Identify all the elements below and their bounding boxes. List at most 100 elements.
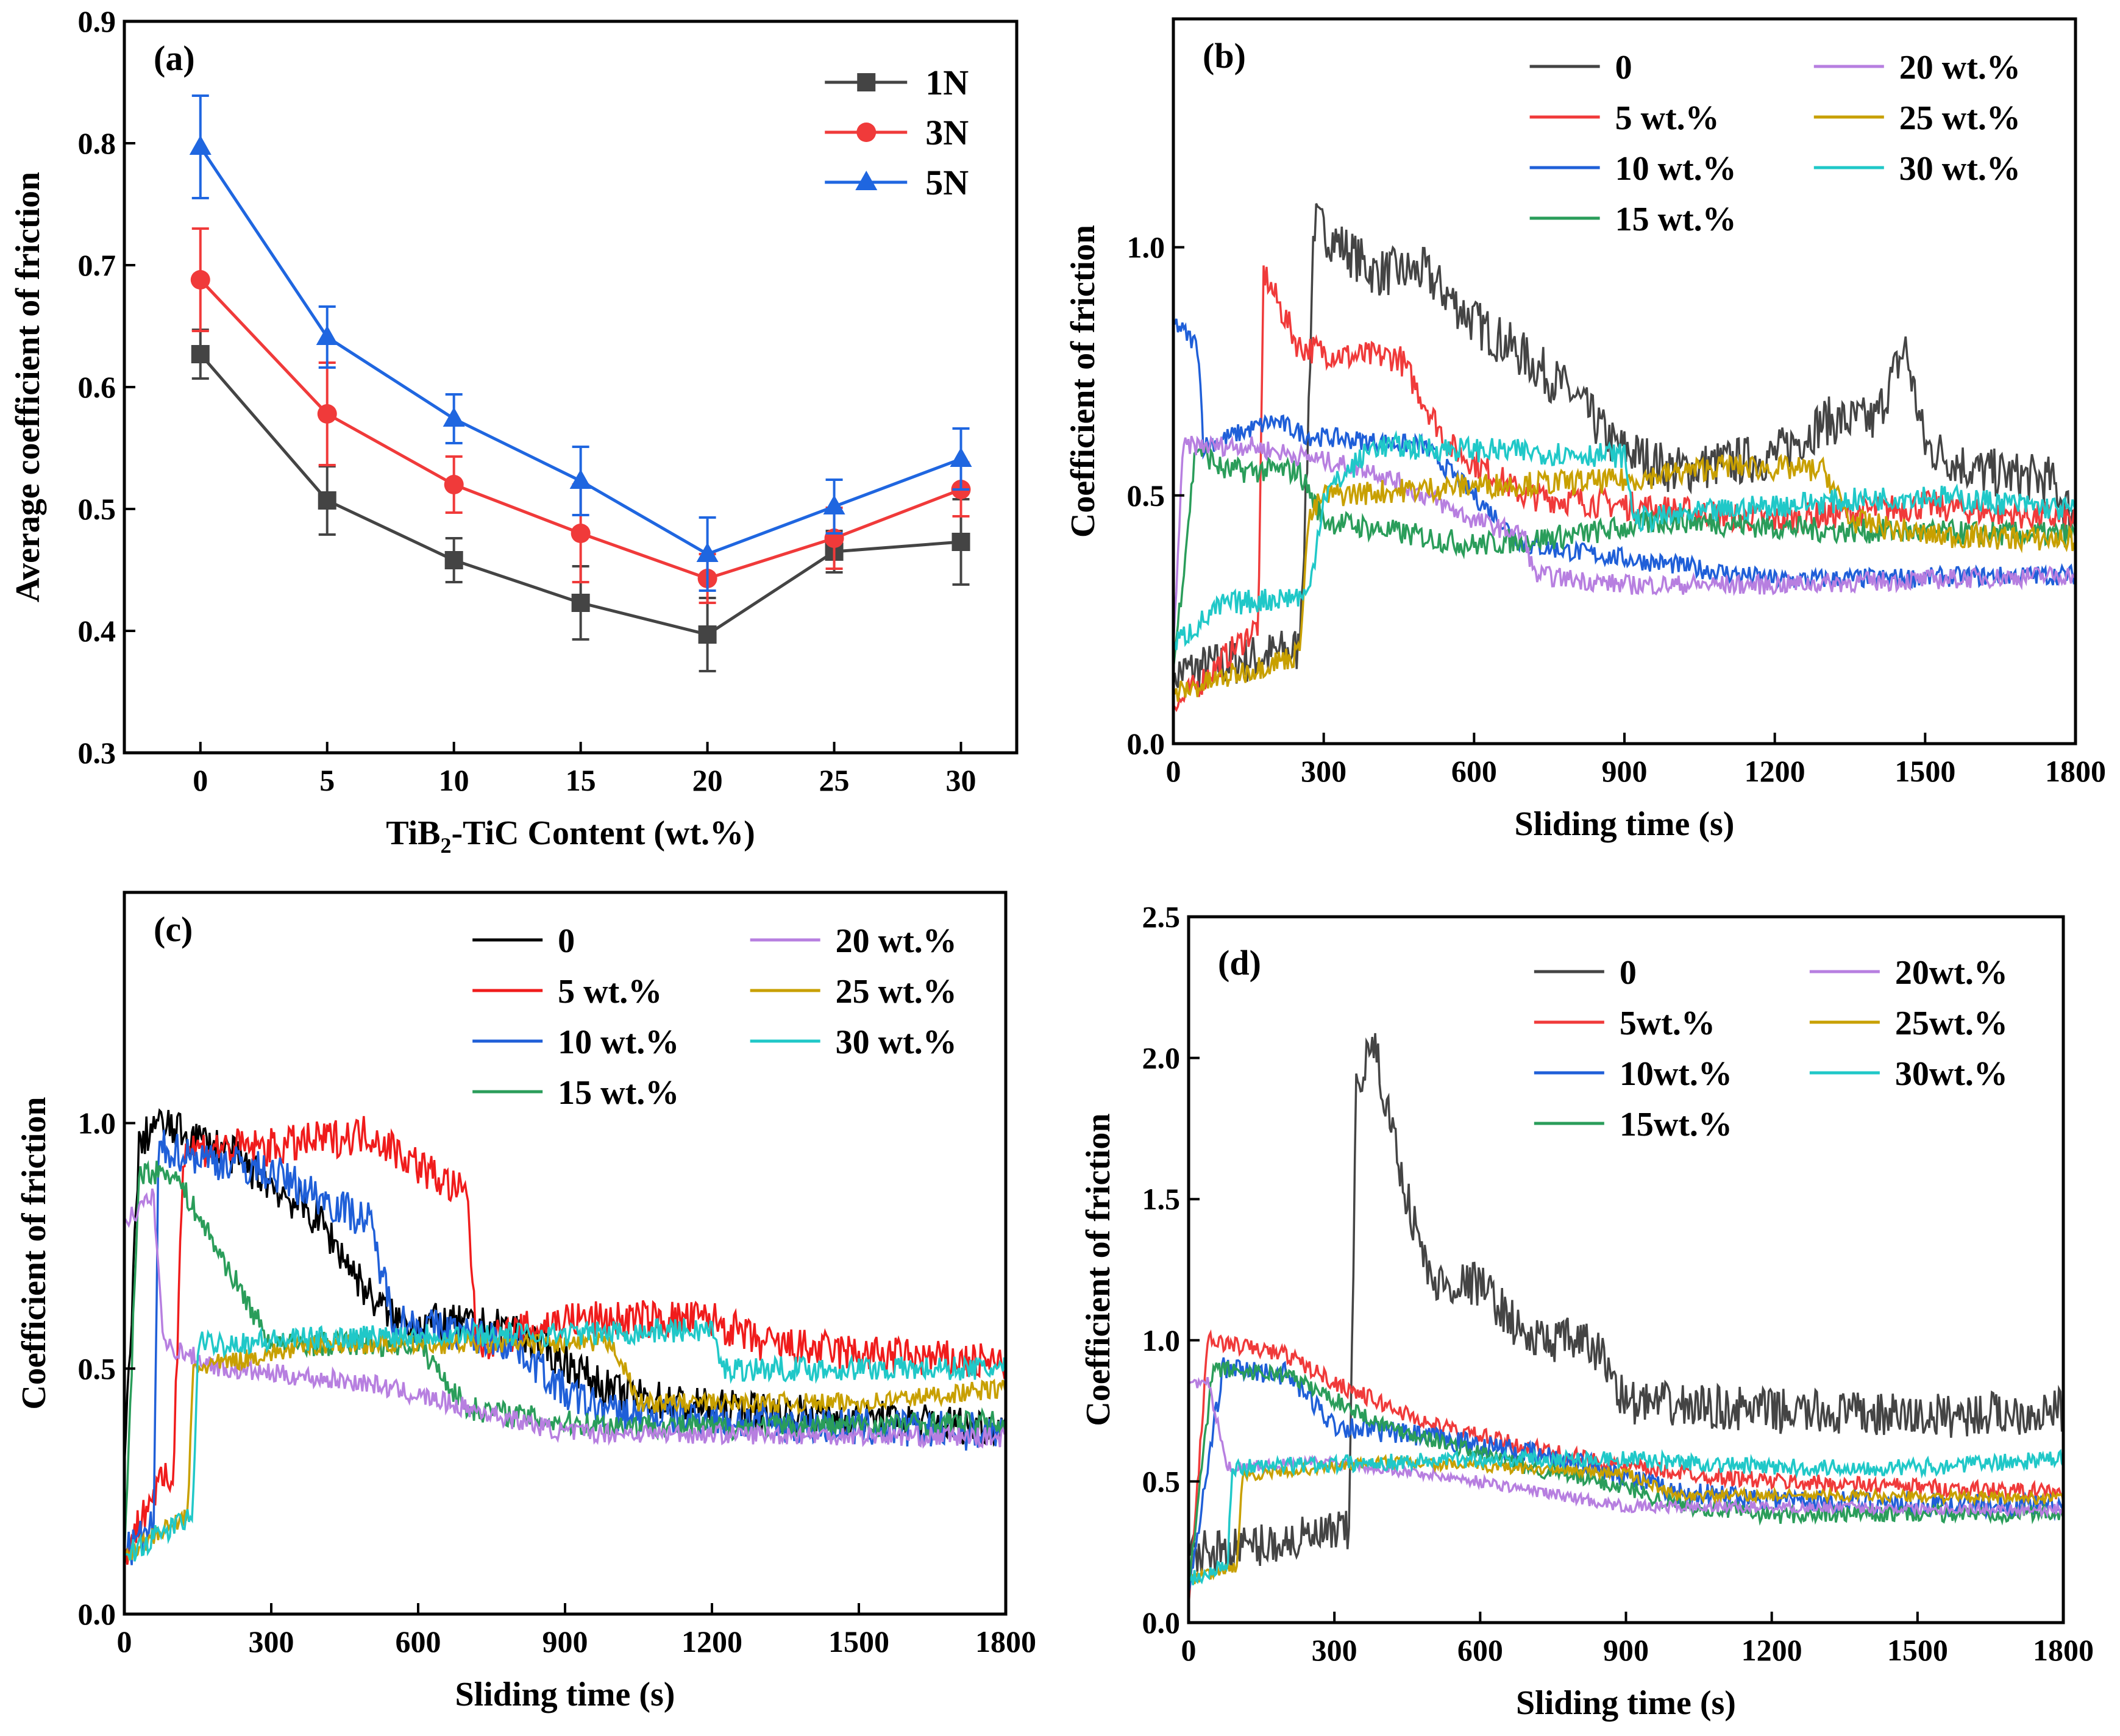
- triangle-marker: [316, 326, 338, 345]
- legend-label: 15wt.%: [1620, 1106, 1732, 1144]
- x-axis-label: Sliding time (s): [455, 1676, 675, 1713]
- legend-label: 10wt.%: [1620, 1055, 1732, 1093]
- x-axis-label: Sliding time (s): [1515, 805, 1735, 843]
- y-axis-label: Coefficient of friction: [1064, 225, 1102, 538]
- legend-label: 20 wt.%: [836, 922, 957, 960]
- y-axis-label: Average coefficient of friction: [9, 172, 47, 602]
- x-tick-label: 0: [117, 1624, 132, 1659]
- legend: 0 5 wt.% 10 wt.% 15 wt.% 20 wt.% 25 wt.% 30 wt…: [472, 922, 957, 1112]
- x-tick-label: 300: [1312, 1633, 1357, 1667]
- panel-b: 0 300 600 900 1200 1500 1800 0.0 0.5 1.0 Sliding t…: [1064, 17, 2106, 843]
- y-tick-label: 0.8: [78, 126, 116, 160]
- x-tick-label: 0: [1166, 754, 1181, 788]
- x-tick-label: 10: [439, 763, 469, 797]
- legend-label: 5 wt.%: [558, 973, 662, 1011]
- series-line-20 wt.%: [124, 1188, 1006, 1449]
- legend-label: 5 wt.%: [1615, 99, 1720, 137]
- square-marker: [857, 73, 876, 91]
- legend-label: 30 wt.%: [836, 1023, 957, 1061]
- x-axis-label: TiB2-TiC Content (wt.%): [386, 814, 755, 858]
- x-tick-label: 1800: [975, 1624, 1036, 1659]
- legend-label: 25 wt.%: [836, 973, 957, 1011]
- triangle-marker: [189, 135, 212, 155]
- x-tick-label: 300: [249, 1624, 294, 1659]
- x-tick-label: 600: [1457, 1633, 1503, 1667]
- legend-label: 25wt.%: [1895, 1005, 2008, 1042]
- y-tick-label: 0.5: [1127, 478, 1165, 513]
- y-tick-label: 0.0: [1127, 727, 1165, 761]
- x-tick-label: 5: [319, 763, 335, 797]
- y-tick-label: 1.5: [1142, 1182, 1181, 1216]
- plot-area: [124, 1108, 1006, 1565]
- y-tick-label: 0.6: [78, 370, 116, 404]
- circle-marker: [444, 475, 464, 494]
- x-tick-label: 600: [396, 1624, 441, 1659]
- panel-label: (a): [154, 38, 195, 78]
- y-tick-label: 0.5: [1142, 1464, 1181, 1498]
- x-tick-label: 1500: [1894, 754, 1955, 788]
- y-tick-label: 0.3: [78, 736, 116, 770]
- triangle-marker: [855, 171, 878, 190]
- legend-label: 0: [1615, 49, 1632, 87]
- x-tick-label: 1800: [2033, 1633, 2094, 1667]
- square-marker: [444, 551, 463, 569]
- series-line-5 wt.%: [124, 1115, 1006, 1565]
- legend-label: 15 wt.%: [558, 1074, 679, 1112]
- x-tick-label: 900: [1603, 1633, 1649, 1667]
- legend-label: 0: [1620, 954, 1637, 992]
- y-tick-label: 0.5: [78, 492, 116, 526]
- series-line-0: [1189, 1033, 2063, 1576]
- series-3N: [190, 227, 971, 604]
- y-axis-label: Coefficient of friction: [1080, 1113, 1117, 1426]
- triangle-marker: [823, 495, 845, 514]
- series-line-20 wt.%: [1173, 435, 2076, 645]
- legend-label: 20 wt.%: [1899, 49, 2021, 87]
- y-tick-label: 2.0: [1142, 1041, 1181, 1075]
- y-tick-label: 0.0: [1142, 1606, 1181, 1640]
- panel-d: 0 300 600 900 1200 1500 1800 0.0 0.5 1.0 1.5 2.0 2.5…: [1080, 900, 2094, 1722]
- y-tick-label: 2.5: [1142, 900, 1181, 934]
- legend-label: 5N: [925, 163, 969, 202]
- y-tick-label: 0.9: [78, 4, 116, 38]
- x-tick-label: 600: [1451, 754, 1497, 788]
- y-tick-label: 1.0: [1142, 1323, 1181, 1357]
- y-tick-label: 1.0: [1127, 230, 1165, 265]
- x-tick-label: 300: [1301, 754, 1346, 788]
- legend-label: 25 wt.%: [1899, 99, 2021, 137]
- x-axis-label: Sliding time (s): [1516, 1684, 1736, 1722]
- panel-label: (b): [1203, 36, 1246, 76]
- plot-area: [1173, 203, 2076, 713]
- panel-a: 0 5 10 15 20 25 30 0.3 0.4 0.5 0.6 0.7 0.8 0.9 TiB2-Ti…: [9, 4, 1019, 858]
- x-tick-label: 1200: [681, 1624, 742, 1659]
- x-tick-label: 900: [1602, 754, 1648, 788]
- legend: 0 5wt.% 10wt.% 15wt.% 20wt.% 25wt.% 30wt.%: [1534, 954, 2008, 1144]
- legend-label: 20wt.%: [1895, 954, 2008, 992]
- triangle-marker: [696, 542, 719, 562]
- legend-label: 15 wt.%: [1615, 201, 1737, 238]
- series-5N: [189, 94, 972, 592]
- square-marker: [191, 345, 210, 363]
- x-tick-label: 1500: [1887, 1633, 1948, 1667]
- x-tick-label: 25: [819, 763, 850, 797]
- plot-area: [189, 94, 972, 672]
- triangle-marker: [950, 447, 972, 467]
- legend-label: 30 wt.%: [1899, 150, 2021, 188]
- x-tick-label: 1200: [1741, 1633, 1802, 1667]
- circle-marker: [190, 270, 210, 290]
- legend-label: 3N: [925, 113, 969, 152]
- legend: 0 5 wt.% 10 wt.% 15 wt.% 20 wt.% 25 wt.% 30 wt…: [1529, 49, 2021, 238]
- legend-label: 30wt.%: [1895, 1055, 2008, 1093]
- legend-label: 0: [558, 922, 575, 960]
- y-tick-label: 0.7: [78, 248, 116, 282]
- triangle-marker: [443, 407, 465, 427]
- plot-area: [1189, 1033, 2063, 1606]
- x-tick-label: 30: [946, 763, 976, 797]
- panel-label: (c): [154, 909, 193, 949]
- series-line-0: [1173, 203, 2076, 692]
- series-line-30 wt.%: [1173, 430, 2076, 650]
- y-tick-label: 0.5: [78, 1351, 116, 1386]
- x-tick-label: 1800: [2045, 754, 2106, 788]
- series-line-30 wt.%: [124, 1317, 1006, 1562]
- series-line-15 wt.%: [1173, 443, 2076, 669]
